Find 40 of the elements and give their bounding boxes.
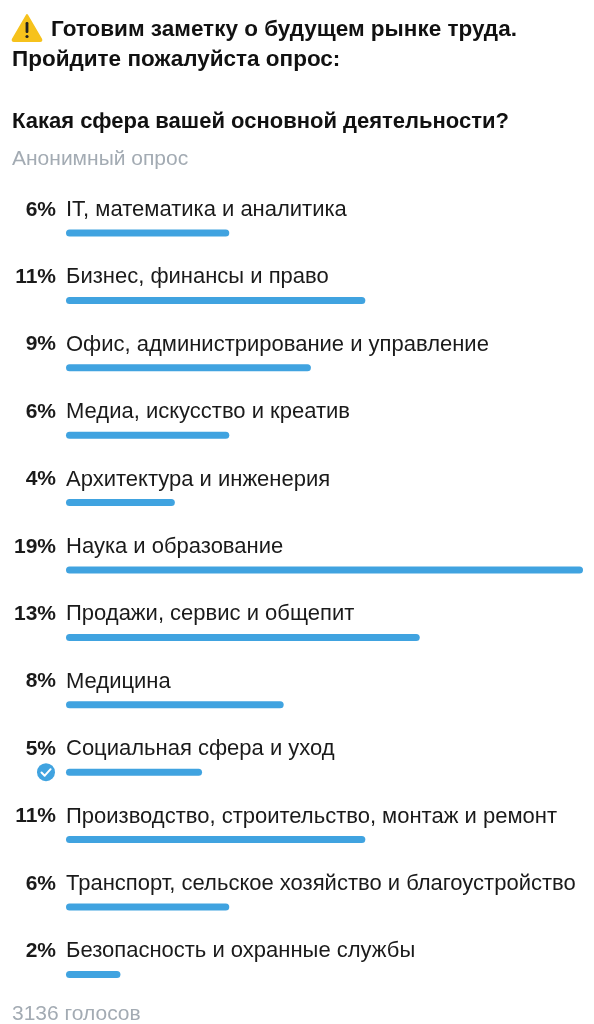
bar: [66, 431, 230, 439]
data-label: 6%: [25, 870, 57, 894]
y-tick-label: Бизнес, финансы и право: [66, 262, 329, 288]
data-label: 4%: [25, 466, 57, 490]
bar: [66, 701, 284, 709]
data-label: 6%: [25, 398, 57, 422]
data-label: 13%: [13, 600, 57, 624]
bar: [66, 768, 203, 776]
bar: [66, 836, 366, 844]
y-tick-label: Безопасность и охранные службы: [66, 936, 416, 962]
bar: [66, 499, 175, 507]
data-label: 11%: [15, 263, 57, 287]
data-label: 11%: [15, 803, 57, 827]
y-tick-label: Медиа, искусство и креатив: [66, 397, 350, 423]
bar: [66, 296, 366, 304]
bar: [66, 364, 311, 372]
bar: [66, 566, 583, 574]
data-label: 9%: [25, 331, 57, 355]
y-tick-label: Социальная сфера и уход: [66, 734, 335, 760]
y-tick-label: Продажи, сервис и общепит: [66, 599, 355, 625]
data-label: 6%: [25, 196, 57, 220]
y-tick-label: IT, математика и аналитика: [66, 195, 348, 221]
bar: [66, 970, 121, 978]
bar: [66, 633, 420, 641]
data-label: 5%: [25, 735, 57, 759]
chart-subtitle: Какая сфера вашей основной деятельности?: [12, 107, 509, 133]
y-tick-label: Производство, строительство, монтаж и ремонт: [66, 802, 557, 828]
y-tick-label: Наука и образование: [66, 532, 284, 558]
text: Анонимный опрос: [12, 145, 189, 169]
bar: [66, 903, 230, 911]
text: 3136 голосов: [12, 1001, 141, 1024]
y-tick-label: Офис, администрирование и управление: [66, 330, 489, 356]
y-tick-label: Транспорт, сельское хозяйство и благоустройство: [66, 869, 576, 895]
y-tick-label: Медицина: [66, 667, 172, 693]
data-label: 8%: [25, 668, 57, 692]
data-label: 19%: [13, 533, 57, 557]
data-label: 2%: [25, 937, 57, 961]
chart-title: Готовим заметку о будущем рынке труда. Пройдите пожалуйста опрос:: [12, 15, 517, 71]
bar: [66, 229, 230, 237]
y-tick-label: Архитектура и инженерия: [66, 465, 331, 491]
